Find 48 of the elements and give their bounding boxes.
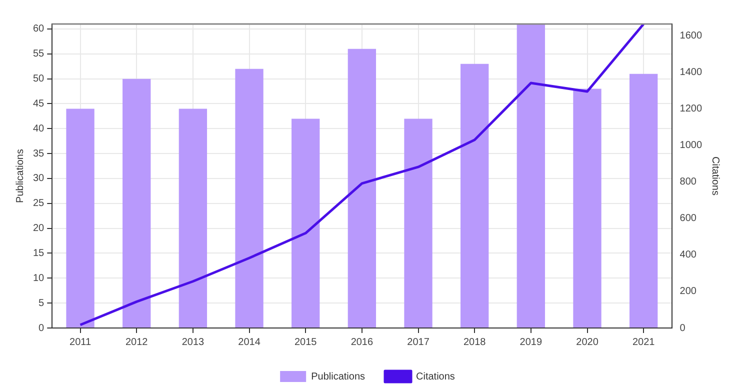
bar <box>404 118 432 328</box>
x-tick-label: 2015 <box>294 336 318 348</box>
y-tick-label: 45 <box>33 98 45 110</box>
y-tick-label: 25 <box>33 198 45 210</box>
y2-tick-label: 0 <box>680 322 686 334</box>
y2-tick-label: 400 <box>680 250 697 261</box>
x-tick-label: 2018 <box>463 336 486 348</box>
y2-tick-label: 1400 <box>680 66 702 78</box>
bar <box>66 108 94 328</box>
y-tick-label: 60 <box>33 24 45 35</box>
bar <box>460 64 489 328</box>
x-tick-label: 2017 <box>407 336 430 348</box>
x-tick-label: 2021 <box>632 336 656 348</box>
legend-label: Publications <box>311 371 366 382</box>
x-tick-label: 2011 <box>70 336 92 348</box>
y2-tick-label: 1200 <box>680 103 702 114</box>
y2-tick-label: 600 <box>680 213 697 224</box>
y2-axis-title: Citations <box>709 156 720 196</box>
bar <box>630 74 658 328</box>
x-tick-label: 2020 <box>576 336 599 348</box>
y-tick-label: 50 <box>33 74 45 85</box>
bar <box>516 24 546 328</box>
y-tick-label: 20 <box>33 223 45 234</box>
bar <box>235 68 264 328</box>
y-tick-label: 35 <box>33 148 45 160</box>
bar <box>178 108 208 328</box>
y2-tick-label: 800 <box>680 176 697 188</box>
y2-tick-label: 1000 <box>680 140 702 151</box>
y-tick-label: 15 <box>33 248 45 259</box>
y-tick-label: 0 <box>38 322 45 334</box>
bar <box>122 78 151 328</box>
y2-tick-label: 1600 <box>680 30 702 42</box>
bar <box>348 48 376 328</box>
y2-tick-label: 200 <box>680 286 697 298</box>
y-tick-label: 55 <box>33 48 45 60</box>
y-tick-label: 30 <box>33 173 45 184</box>
y-tick-label: 5 <box>38 298 45 309</box>
bar <box>292 118 320 328</box>
x-tick-label: 2013 <box>182 336 205 348</box>
y-axis-title: Publications <box>14 149 26 203</box>
x-tick-label: 2019 <box>520 336 542 348</box>
y-tick-label: 10 <box>33 272 45 284</box>
bar <box>573 88 602 328</box>
x-tick-label: 2016 <box>350 336 374 348</box>
x-tick-label: 2012 <box>125 336 148 348</box>
y-tick-label: 40 <box>33 123 45 134</box>
x-tick-label: 2014 <box>238 336 261 348</box>
legend-label: Citations <box>416 371 455 382</box>
